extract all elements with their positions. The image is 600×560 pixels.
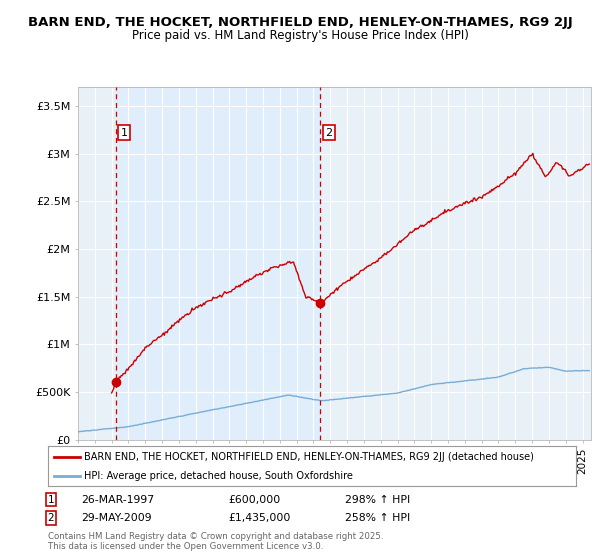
Text: 26-MAR-1997: 26-MAR-1997 [81,494,154,505]
Text: 29-MAY-2009: 29-MAY-2009 [81,513,152,523]
Text: Contains HM Land Registry data © Crown copyright and database right 2025.: Contains HM Land Registry data © Crown c… [48,532,383,541]
Bar [116,87,320,440]
Text: 2: 2 [47,513,55,523]
Text: £1,435,000: £1,435,000 [228,513,290,523]
Text: 258% ↑ HPI: 258% ↑ HPI [345,513,410,523]
Text: 1: 1 [47,494,55,505]
Text: 1: 1 [121,128,128,138]
Text: BARN END, THE HOCKET, NORTHFIELD END, HENLEY-ON-THAMES, RG9 2JJ (detached house): BARN END, THE HOCKET, NORTHFIELD END, HE… [84,452,534,461]
Text: £600,000: £600,000 [228,494,280,505]
Text: Price paid vs. HM Land Registry's House Price Index (HPI): Price paid vs. HM Land Registry's House … [131,29,469,42]
Text: BARN END, THE HOCKET, NORTHFIELD END, HENLEY-ON-THAMES, RG9 2JJ: BARN END, THE HOCKET, NORTHFIELD END, HE… [28,16,572,29]
Text: 2: 2 [325,128,332,138]
Text: HPI: Average price, detached house, South Oxfordshire: HPI: Average price, detached house, Sout… [84,471,353,481]
Text: 298% ↑ HPI: 298% ↑ HPI [345,494,410,505]
Text: This data is licensed under the Open Government Licence v3.0.: This data is licensed under the Open Gov… [48,542,323,551]
